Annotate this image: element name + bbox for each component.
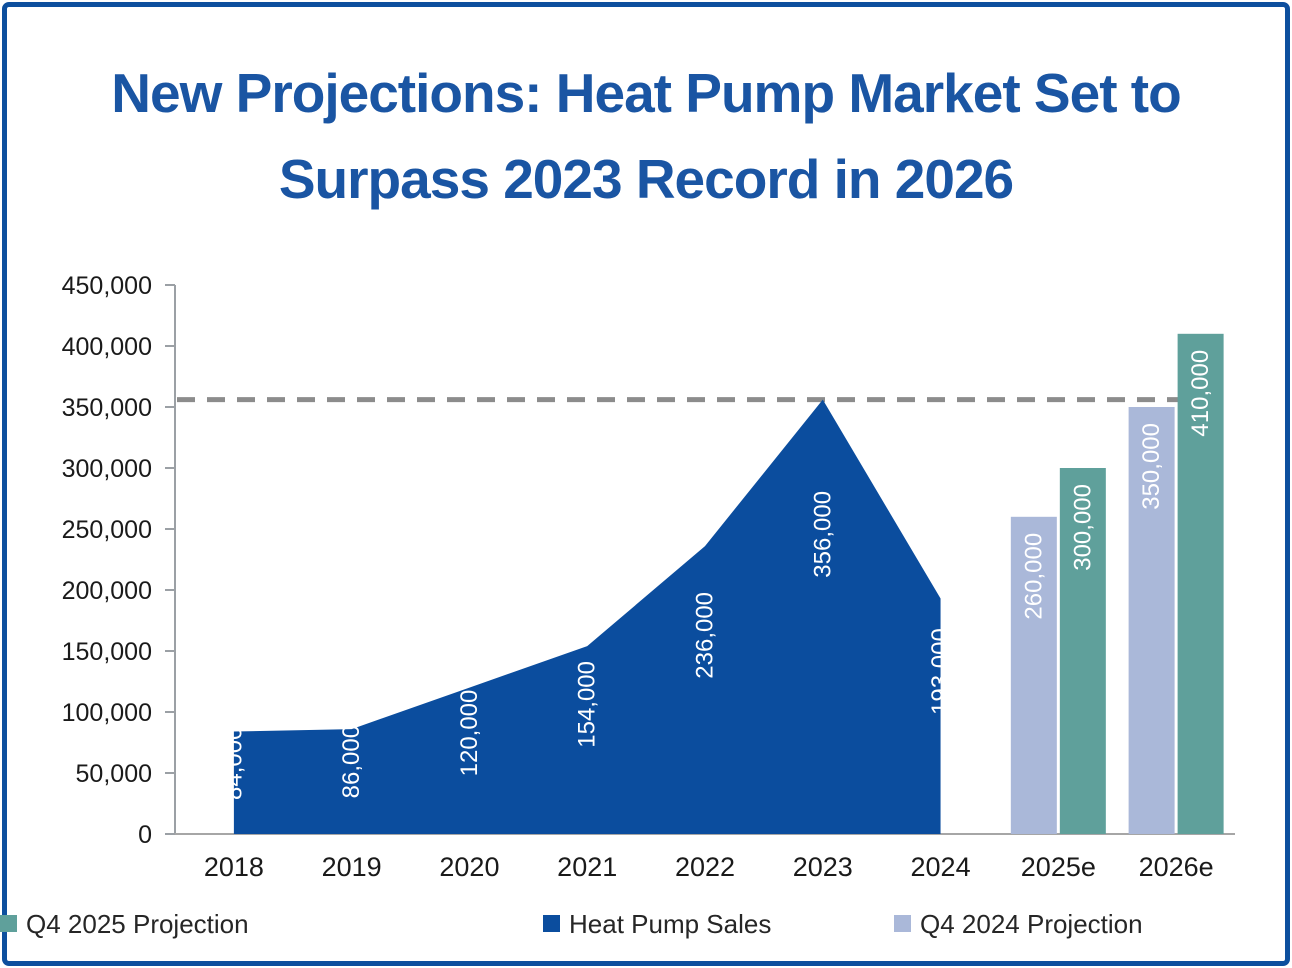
y-axis-tick-label: 200,000 (62, 577, 152, 605)
x-axis-label-2024: 2024 (911, 852, 971, 882)
bar-value-label: 300,000 (1069, 484, 1096, 571)
y-axis-tick-label: 150,000 (62, 638, 152, 666)
y-axis-tick-label: 250,000 (62, 516, 152, 544)
legend-label-q4-2025-projection: Q4 2025 Projection (26, 909, 249, 939)
y-axis-tick-label: 50,000 (76, 760, 152, 788)
bar-value-label: 260,000 (1020, 533, 1047, 620)
legend-label-heat-pump-sales: Heat Pump Sales (569, 909, 772, 939)
chart-title-line-1: New Projections: Heat Pump Market Set to (111, 62, 1181, 124)
x-axis-label-2026e: 2026e (1139, 852, 1214, 882)
bar-2025e-q4-2025-projection (1059, 468, 1106, 834)
chart-title: New Projections: Heat Pump Market Set to… (40, 50, 1252, 222)
bar-2026e-q4-2024-projection (1128, 407, 1175, 834)
heat-pump-sales-area (233, 399, 941, 834)
legend-item-q4-2025-projection: Q4 2025 Projection (0, 906, 249, 942)
legend-label-q4-2024-projection: Q4 2024 Projection (920, 909, 1143, 939)
x-axis-label-2025e: 2025e (1021, 852, 1096, 882)
legend-swatch-q4-2024-projection (894, 915, 911, 932)
area-value-label: 236,000 (692, 592, 719, 679)
area-value-label: 154,000 (574, 661, 601, 748)
bar-value-label: 350,000 (1138, 423, 1165, 510)
area-value-label: 193,000 (927, 628, 954, 715)
y-axis-tick-label: 300,000 (62, 455, 152, 483)
x-axis-label-2018: 2018 (204, 852, 264, 882)
y-axis-tick-label: 0 (138, 821, 152, 849)
chart-title-line-2: Surpass 2023 Record in 2026 (278, 148, 1014, 210)
x-axis-label-2022: 2022 (675, 852, 735, 882)
area-value-label: 356,000 (809, 491, 836, 578)
legend-item-q4-2024-projection: Q4 2024 Projection (894, 906, 1143, 942)
y-axis-tick-label: 450,000 (62, 272, 152, 300)
y-axis-tick-label: 400,000 (62, 333, 152, 361)
bar-2026e-q4-2025-projection (1177, 333, 1224, 834)
bar-value-label: 410,000 (1187, 350, 1214, 437)
y-axis-tick-label: 100,000 (62, 699, 152, 727)
area-value-label: 86,000 (338, 725, 365, 798)
legend-swatch-heat-pump-sales (543, 915, 560, 932)
legend-swatch-q4-2025-projection (0, 915, 17, 932)
area-value-label: 120,000 (456, 690, 483, 777)
x-axis-label-2023: 2023 (793, 852, 853, 882)
x-axis-label-2019: 2019 (322, 852, 382, 882)
x-axis-label-2020: 2020 (439, 852, 499, 882)
area-value-label: 84,000 (220, 727, 247, 800)
y-axis-tick-label: 350,000 (62, 394, 152, 422)
legend-item-heat-pump-sales: Heat Pump Sales (543, 906, 771, 942)
x-axis-label-2021: 2021 (557, 852, 617, 882)
bar-2025e-q4-2024-projection (1010, 516, 1057, 834)
